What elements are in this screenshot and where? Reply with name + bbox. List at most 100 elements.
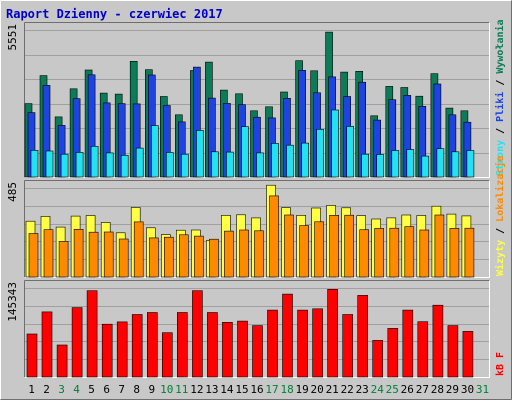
x-tick-label-day-4: 4 [73,383,80,396]
bar-top-Strony-7 [120,155,129,178]
bar-bottom-kB F-30 [462,331,474,378]
bar-middle-Lokalizacje-20 [314,221,324,278]
bar-top-Strony-26 [406,149,415,178]
bar-middle-Lokalizacje-19 [299,225,309,278]
x-tick-label-day-12: 12 [190,383,203,396]
bar-middle-Lokalizacje-1 [28,233,39,278]
x-tick-label-day-29: 29 [446,383,459,396]
bar-bottom-kB F-20 [312,308,323,378]
bar-middle-Lokalizacje-5 [88,231,99,278]
x-tick-label-day-11: 11 [175,383,188,396]
bar-top-Strony-30 [466,150,475,178]
bar-middle-Lokalizacje-23 [359,229,370,278]
bar-top-Strony-6 [105,152,114,178]
bar-middle-Lokalizacje-17 [269,195,279,278]
bar-bottom-kB F-15 [237,320,248,378]
x-tick-label-day-26: 26 [401,383,414,396]
bar-middle-Lokalizacje-29 [449,228,460,278]
bar-middle-Lokalizacje-2 [43,229,54,278]
bar-middle-Lokalizacje-30 [464,227,475,278]
bar-bottom-kB F-21 [327,288,338,378]
bar-top-Strony-1 [30,150,39,178]
legend-entry-Wizyty: Wizyty [494,240,506,276]
bar-bottom-kB F-3 [56,344,68,378]
bar-top-Strony-14 [226,151,234,178]
legend-separator: / [495,122,506,140]
chart-panels: 5551 Strony / Pliki / Wywołania 485 Wizyty … [6,19,506,378]
x-tick-label-day-8: 8 [133,383,140,396]
bar-top-Strony-4 [75,152,84,178]
bar-top-Strony-27 [421,155,430,178]
x-tick-label-day-30: 30 [461,383,474,396]
bar-middle-Lokalizacje-15 [239,229,249,278]
bar-middle-Lokalizacje-18 [284,214,294,278]
bar-top-Strony-3 [60,153,69,178]
x-tick-label-day-9: 9 [148,383,155,396]
bar-bottom-kB F-25 [387,328,399,378]
bar-middle-Lokalizacje-21 [329,215,339,278]
x-tick-label-day-10: 10 [160,383,173,396]
x-tick-label-day-14: 14 [220,383,234,396]
y-max-label-top: 5551 [6,24,19,51]
legend-entry-Lokalizacje: Lokalizacje [494,156,506,222]
x-tick-label-day-6: 6 [103,383,110,396]
y-max-label-middle: 485 [6,182,19,202]
bar-middle-Lokalizacje-6 [103,231,114,278]
bar-bottom-kB F-10 [162,332,173,378]
bar-top-Strony-24 [376,154,385,178]
bar-top-Strony-15 [241,126,249,178]
y-max-label-bottom: 145343 [6,282,19,322]
x-tick-label-day-23: 23 [356,383,369,396]
bar-top-Strony-5 [90,146,99,178]
bar-middle-Lokalizacje-14 [224,230,234,278]
bar-top-Strony-17 [271,143,279,178]
bar-middle-Lokalizacje-16 [254,230,264,278]
bar-bottom-kB F-12 [192,290,203,378]
bar-middle-Lokalizacje-28 [434,214,445,278]
x-tick-label-day-16: 16 [250,383,263,396]
bar-top-Strony-25 [391,150,400,178]
bar-top-Strony-19 [301,142,309,178]
panel-middle: 485 Wizyty / Lokalizacje [6,156,506,278]
bar-bottom-kB F-2 [41,311,53,378]
bar-bottom-kB F-23 [357,295,369,378]
bar-bottom-kB F-1 [26,333,38,378]
legend-entry-kB F: kB F [495,352,506,376]
bar-bottom-kB F-6 [101,323,113,378]
bar-top-Strony-16 [256,152,264,178]
x-tick-label-day-31: 31 [476,383,489,396]
chart-title: Raport Dzienny - czerwiec 2017 [6,7,223,21]
bar-bottom-kB F-19 [297,309,308,378]
bar-top-Strony-28 [436,148,445,178]
bar-middle-Lokalizacje-22 [344,214,355,278]
bar-top-Strony-11 [181,153,189,178]
legend-separator: / [495,222,506,240]
bar-bottom-kB F-22 [342,314,354,378]
x-tick-label-day-2: 2 [43,383,50,396]
bar-bottom-kB F-7 [116,321,128,378]
x-tick-label-day-22: 22 [341,383,354,396]
x-tick-label-day-21: 21 [326,383,339,396]
bar-middle-Lokalizacje-10 [164,236,174,278]
legend-bottom: kB F [495,352,506,376]
bar-bottom-kB F-14 [222,321,233,378]
bar-top-Strony-23 [361,153,370,178]
x-tick-label-day-28: 28 [431,383,444,396]
bar-top-Strony-12 [196,130,204,178]
bar-bottom-kB F-8 [131,314,143,378]
bar-top-Strony-18 [286,144,294,178]
x-tick-label-day-5: 5 [88,383,95,396]
bar-top-Strony-13 [211,151,219,178]
x-tick-label-day-24: 24 [371,383,385,396]
bar-middle-Lokalizacje-11 [179,234,189,278]
bar-bottom-kB F-28 [432,304,444,378]
bar-top-Strony-10 [166,152,174,178]
x-tick-label-day-25: 25 [386,383,399,396]
bar-bottom-kB F-16 [252,325,263,378]
bar-middle-Lokalizacje-4 [73,229,84,278]
bar-top-Strony-29 [451,151,460,178]
x-tick-label-day-19: 19 [295,383,308,396]
bar-bottom-kB F-29 [447,325,459,378]
bar-top-Strony-21 [331,109,339,178]
